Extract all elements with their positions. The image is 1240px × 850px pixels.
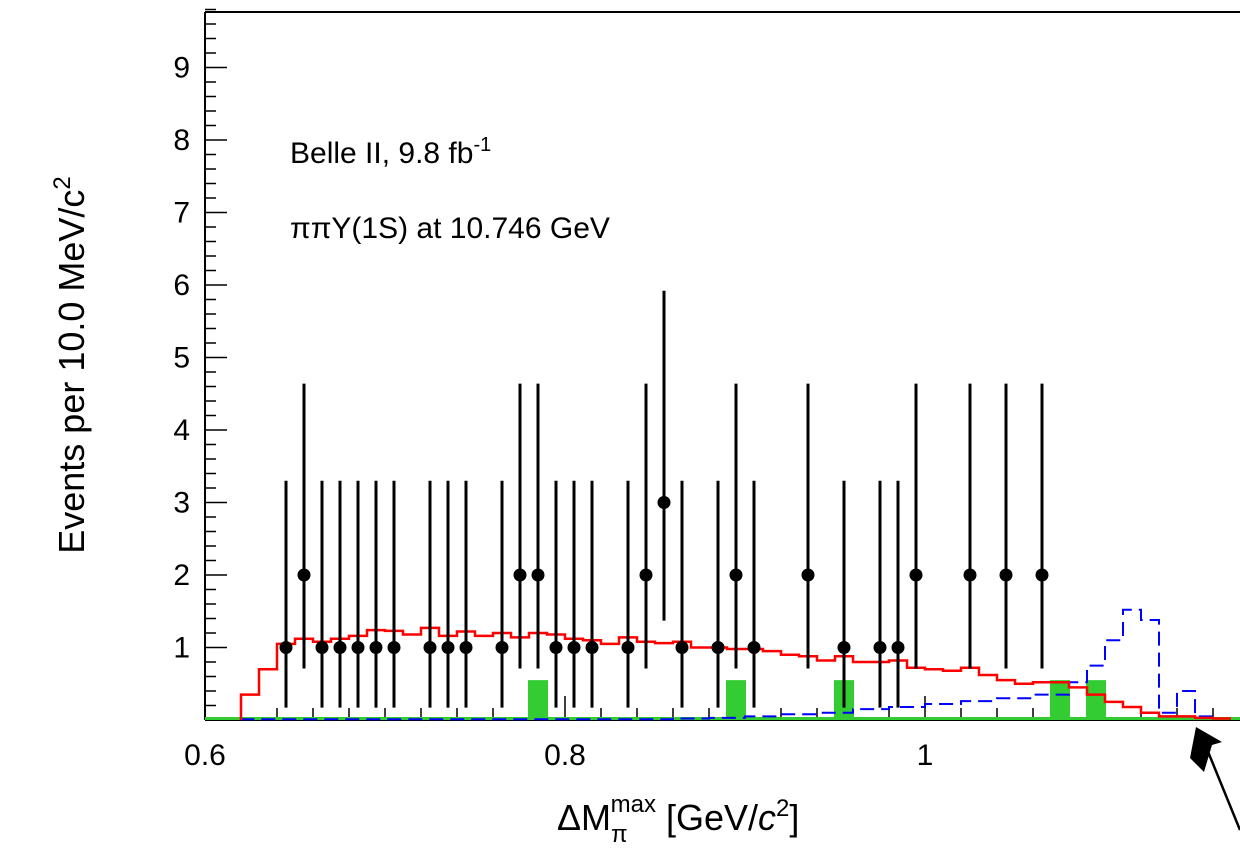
data-marker [567,641,581,654]
data-point [333,480,347,708]
data-marker [495,641,509,654]
data-point [297,383,311,669]
data-point [351,480,365,708]
data-point [567,480,581,708]
x-tick-label: 1 [917,739,934,772]
data-point [675,480,689,708]
data-marker [909,568,923,582]
data-point [711,480,725,708]
data-point [423,480,437,708]
data-point [729,383,743,669]
data-point [387,480,401,708]
data-marker [639,568,653,582]
x-axis-title: ΔMπmax [GeV/c2] [557,791,799,848]
data-marker [963,568,977,582]
background-bin [1050,680,1070,720]
data-point [531,383,545,669]
data-marker [747,641,761,654]
tick-labels: 1 2 3 4 5 6 7 8 9 0.6 0.8 1 [173,52,933,773]
data-point [585,480,599,708]
data-point [1035,383,1049,669]
y-tick-label: 8 [173,124,190,157]
data-marker [621,641,635,654]
x-tick-label: 0.6 [184,739,226,772]
data-marker [297,568,311,582]
data-point [891,480,905,708]
data-marker [387,641,401,654]
data-marker [549,641,563,654]
data-point [621,480,635,708]
data-marker [441,641,455,654]
data-marker [801,568,815,582]
data-point [657,290,671,621]
data-point [999,383,1013,669]
data-marker [675,641,689,654]
data-marker [711,641,725,654]
background-bin [1086,680,1106,720]
data-marker [999,568,1013,582]
data-marker [333,641,347,654]
x-tick-label: 0.8 [544,739,586,772]
y-tick-label: 9 [173,52,190,85]
y-tick-label: 7 [173,197,190,230]
data-point [639,383,653,669]
data-marker [369,641,383,654]
data-marker [657,496,671,509]
y-tick-label: 2 [173,559,190,592]
data-point [801,383,815,669]
data-point [459,480,473,708]
data-points [279,290,1049,708]
y-tick-label: 5 [173,342,190,375]
data-marker [423,641,437,654]
data-marker [315,641,329,654]
data-marker [513,568,527,582]
background-bin [726,680,746,720]
data-marker [585,641,599,654]
data-marker [459,641,473,654]
data-marker [1035,568,1049,582]
data-point [909,383,923,669]
y-tick-label: 1 [173,632,190,665]
data-point [549,480,563,708]
data-point [495,480,509,708]
data-marker [729,568,743,582]
background-component [205,680,1240,720]
data-point [279,480,293,708]
data-marker [837,641,851,654]
data-marker [891,641,905,654]
axis-ticks [204,8,1214,720]
y-tick-label: 6 [173,269,190,302]
y-axis-title: Events per 10.0 MeV/c2 [49,176,92,554]
data-point [441,480,455,708]
y-tick-label: 4 [173,414,190,447]
data-marker [873,641,887,654]
data-point [369,480,383,708]
process-label: ππΥ(1S) at 10.746 GeV [290,212,610,245]
data-point [963,383,977,669]
data-point [513,383,527,669]
signal-component [240,608,1231,721]
data-marker [531,568,545,582]
data-point [747,480,761,708]
y-tick-label: 3 [173,487,190,520]
arrow-icon [1190,727,1240,831]
data-point [873,480,887,708]
data-marker [351,641,365,654]
background-bin [528,680,548,720]
data-point [315,480,329,708]
data-point [837,480,851,708]
experiment-label: Belle II, 9.8 fb-1 [290,134,491,170]
data-marker [279,641,293,654]
signal-histogram [240,608,1231,721]
